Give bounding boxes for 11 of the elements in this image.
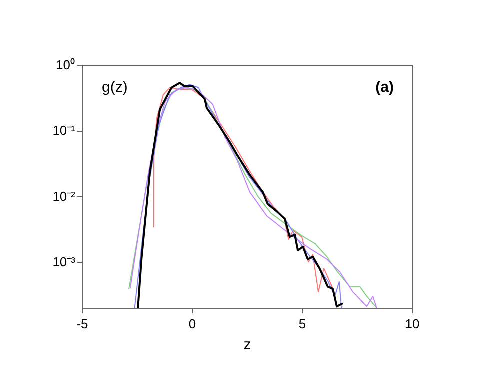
x-tick-label: 10 — [405, 316, 420, 332]
y-tick-label: 10⁻¹ — [52, 123, 76, 138]
y-tick-label: 10⁻² — [52, 188, 76, 204]
annotation: g(z) — [102, 79, 128, 96]
x-tick-label: -5 — [76, 316, 88, 332]
y-tick-label: 10⁰ — [56, 58, 76, 72]
x-tick-label: 0 — [188, 316, 196, 332]
x-axis-title: z — [244, 336, 252, 354]
y-tick-label: 10⁻³ — [52, 254, 76, 270]
annotation: (a) — [376, 79, 394, 96]
x-tick-label: 5 — [298, 316, 306, 332]
